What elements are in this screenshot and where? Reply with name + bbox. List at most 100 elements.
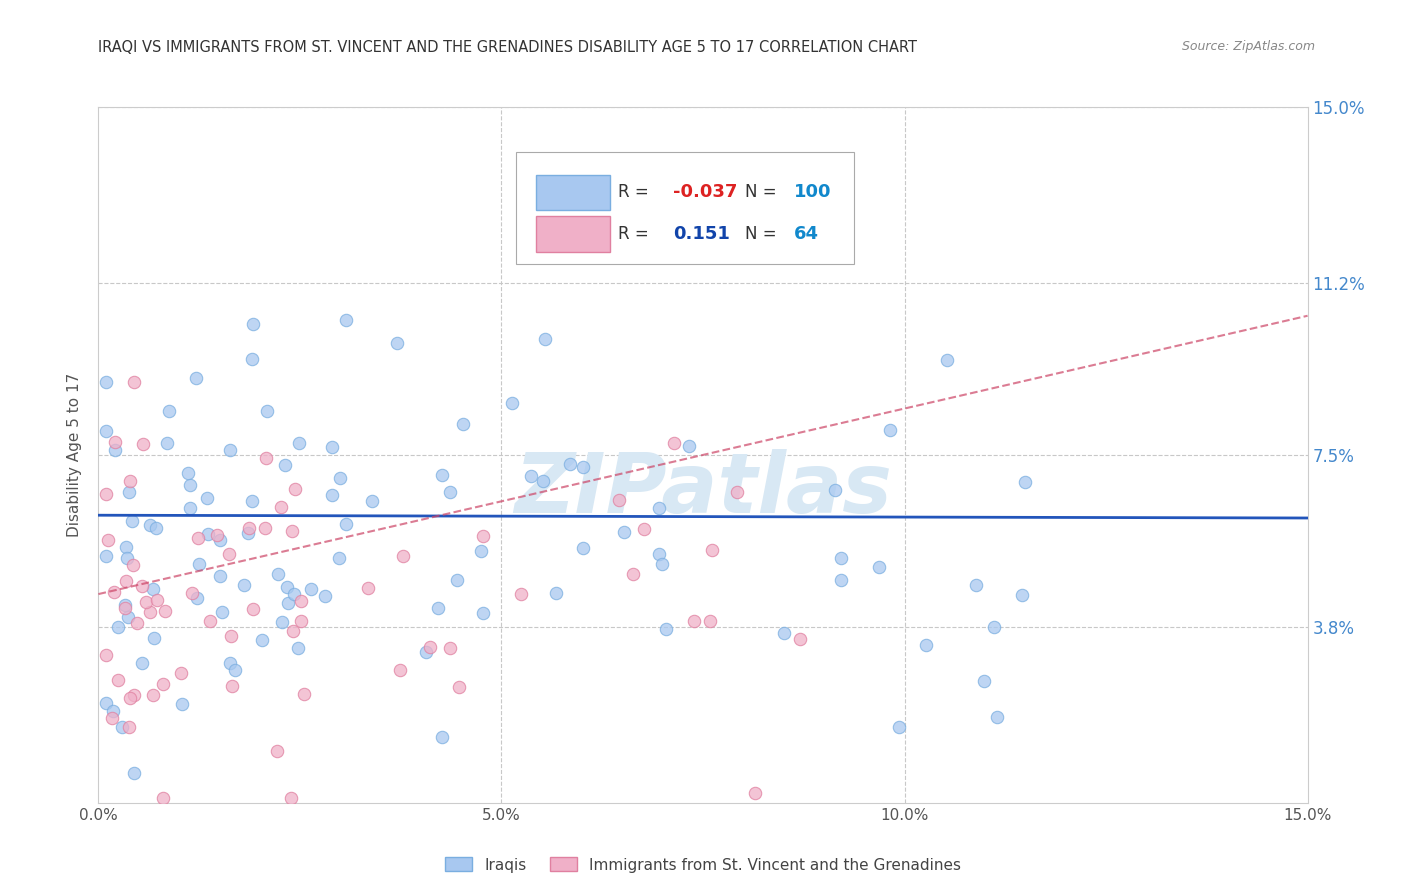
Point bbox=[97, 533, 120, 548]
Point bbox=[290, 594, 312, 608]
Point bbox=[104, 435, 127, 450]
Point bbox=[103, 585, 125, 599]
Point bbox=[170, 666, 193, 681]
Point bbox=[427, 601, 450, 615]
Point bbox=[96, 696, 118, 710]
Point bbox=[914, 638, 936, 652]
Point bbox=[973, 673, 995, 688]
Point bbox=[314, 589, 336, 603]
Point bbox=[472, 606, 495, 620]
FancyBboxPatch shape bbox=[516, 153, 855, 264]
Point bbox=[357, 582, 380, 596]
Point bbox=[280, 791, 302, 805]
Point bbox=[651, 557, 673, 571]
Point bbox=[830, 551, 852, 566]
Point bbox=[361, 493, 384, 508]
Point bbox=[238, 521, 260, 535]
FancyBboxPatch shape bbox=[536, 175, 610, 210]
Point bbox=[187, 531, 209, 545]
Point bbox=[142, 688, 165, 702]
Point bbox=[156, 436, 179, 450]
Point bbox=[176, 466, 198, 480]
Point bbox=[292, 687, 315, 701]
Point bbox=[142, 582, 165, 596]
Point bbox=[287, 640, 309, 655]
Point bbox=[281, 624, 304, 638]
Point bbox=[96, 487, 118, 501]
Point bbox=[139, 517, 162, 532]
Point bbox=[209, 568, 232, 582]
Point bbox=[122, 375, 145, 389]
Point bbox=[678, 439, 700, 453]
Point bbox=[96, 375, 118, 389]
Text: R =: R = bbox=[619, 225, 654, 243]
Point bbox=[114, 540, 136, 554]
Point bbox=[118, 691, 141, 706]
Point bbox=[868, 559, 890, 574]
Point bbox=[117, 610, 139, 624]
Point bbox=[254, 450, 277, 465]
Point bbox=[157, 403, 180, 417]
Point bbox=[501, 395, 523, 409]
Text: 64: 64 bbox=[793, 225, 818, 243]
Point bbox=[328, 471, 350, 485]
Point bbox=[439, 640, 461, 655]
Text: N =: N = bbox=[745, 183, 778, 201]
Point bbox=[172, 697, 194, 711]
Point bbox=[699, 614, 721, 628]
Point bbox=[118, 720, 141, 734]
Point bbox=[449, 681, 471, 695]
Point bbox=[101, 705, 124, 719]
Point bbox=[195, 491, 218, 505]
Text: R =: R = bbox=[619, 183, 654, 201]
Point bbox=[335, 313, 357, 327]
Point bbox=[209, 533, 232, 547]
Point bbox=[104, 443, 127, 458]
Point bbox=[111, 720, 134, 734]
Point bbox=[983, 619, 1005, 633]
Point bbox=[470, 543, 492, 558]
Point bbox=[824, 483, 846, 497]
Point bbox=[219, 443, 242, 458]
Point bbox=[233, 578, 256, 592]
Point bbox=[267, 566, 290, 581]
Point bbox=[100, 711, 122, 725]
Point bbox=[472, 529, 495, 543]
Point bbox=[727, 485, 749, 500]
Point bbox=[415, 645, 437, 659]
Point bbox=[430, 468, 453, 483]
Legend: Iraqis, Immigrants from St. Vincent and the Grenadines: Iraqis, Immigrants from St. Vincent and … bbox=[439, 851, 967, 879]
Point bbox=[621, 567, 644, 582]
Point bbox=[218, 656, 240, 670]
Point bbox=[181, 586, 204, 600]
Point bbox=[211, 605, 233, 619]
Point bbox=[274, 458, 297, 472]
Point bbox=[276, 580, 298, 594]
Point bbox=[122, 688, 145, 702]
Point bbox=[132, 437, 155, 451]
Point bbox=[277, 596, 299, 610]
Point bbox=[613, 525, 636, 540]
Point bbox=[270, 500, 292, 515]
Point bbox=[648, 501, 671, 516]
Point bbox=[184, 370, 207, 384]
Point bbox=[125, 615, 148, 630]
Text: IRAQI VS IMMIGRANTS FROM ST. VINCENT AND THE GRENADINES DISABILITY AGE 5 TO 17 C: IRAQI VS IMMIGRANTS FROM ST. VINCENT AND… bbox=[98, 40, 918, 55]
Point bbox=[633, 522, 655, 536]
Point bbox=[830, 573, 852, 587]
Point bbox=[392, 549, 415, 564]
Text: 0.151: 0.151 bbox=[672, 225, 730, 243]
Point bbox=[266, 744, 288, 758]
Point bbox=[96, 648, 118, 663]
Point bbox=[224, 663, 246, 677]
Point bbox=[219, 630, 242, 644]
Point bbox=[284, 483, 307, 497]
Point bbox=[115, 550, 138, 565]
Point bbox=[648, 547, 671, 561]
Point bbox=[432, 730, 454, 744]
Point bbox=[221, 679, 243, 693]
Point bbox=[96, 424, 118, 438]
Point bbox=[1014, 475, 1036, 489]
Point bbox=[321, 488, 343, 502]
Point bbox=[560, 457, 582, 471]
